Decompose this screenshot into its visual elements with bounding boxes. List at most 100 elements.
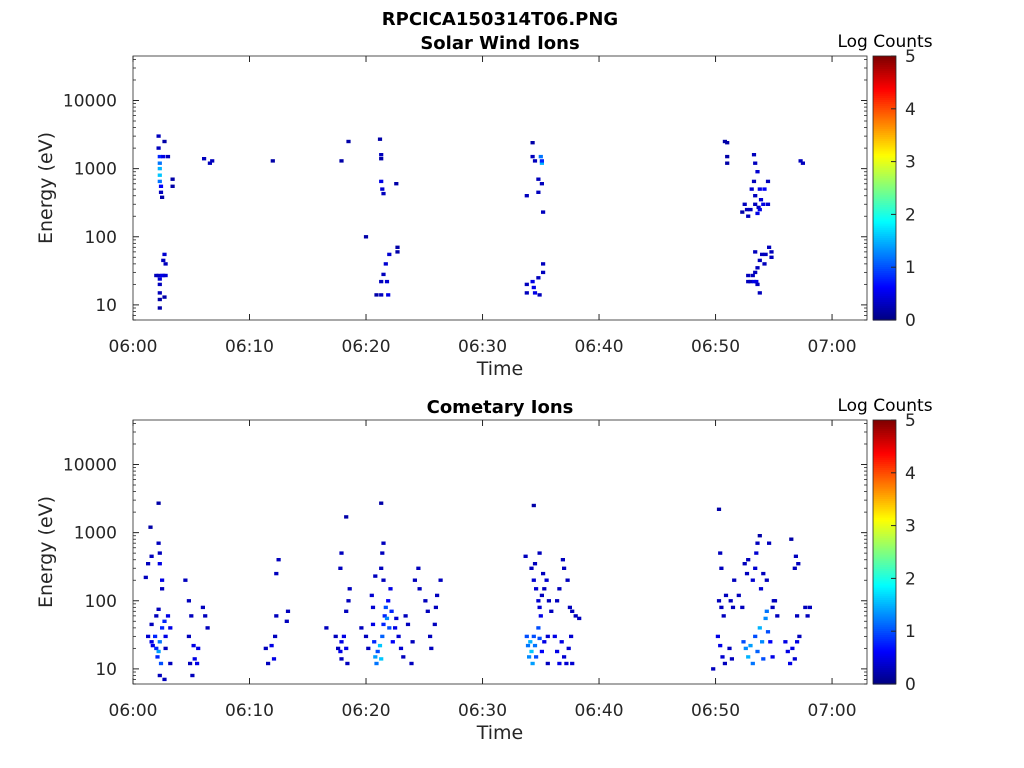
colorbar-segment [873, 455, 896, 458]
panel-solar-wind-title: Solar Wind Ions [420, 33, 579, 54]
colorbar-segment [873, 223, 896, 226]
colorbar-segment [873, 227, 896, 230]
heatmap-cell [379, 501, 384, 505]
heatmap-cell [382, 614, 387, 618]
colorbar-segment [873, 613, 896, 617]
panel-solar-wind-plot-area[interactable] [132, 55, 868, 321]
heatmap-cell [559, 640, 564, 644]
heatmap-cell [725, 154, 730, 159]
heatmap-cell [555, 649, 560, 654]
colorbar-frame [872, 55, 897, 321]
heatmap-cell [150, 643, 155, 648]
heatmap-cell [156, 607, 161, 611]
colorbar-segment [873, 142, 896, 146]
colorbar-segment [873, 202, 896, 206]
heatmap-cell [186, 634, 191, 639]
heatmap-cell [537, 551, 542, 555]
heatmap-cell [541, 571, 546, 576]
colorbar-segment [873, 276, 896, 280]
colorbar-segment [873, 661, 896, 664]
heatmap-cell [530, 279, 535, 284]
colorbar-segment [873, 473, 896, 477]
colorbar-segment [873, 587, 896, 590]
colorbar-segment [873, 239, 896, 243]
heatmap-cell [386, 293, 391, 297]
heatmap-cell [271, 657, 277, 661]
colorbar-segment [873, 183, 896, 187]
colorbar-segment [873, 58, 896, 61]
heatmap-cell [570, 661, 575, 666]
colorbar-segment [873, 644, 896, 648]
heatmap-cell [753, 161, 758, 165]
heatmap-cell [768, 640, 773, 644]
heatmap-cell [544, 578, 549, 582]
heatmap-cell [263, 646, 268, 651]
heatmap-cell [205, 626, 210, 630]
colorbar-segment [873, 512, 896, 516]
colorbar-segment [873, 436, 896, 440]
heatmap-cell [718, 551, 723, 555]
heatmap-cell [374, 661, 379, 666]
heatmap-cell [785, 649, 790, 654]
colorbar-segment [873, 86, 896, 90]
y-tick-label: 1000 [74, 524, 117, 544]
colorbar-segment [873, 72, 896, 76]
heatmap-cell [381, 272, 386, 277]
colorbar-segment [873, 179, 896, 183]
heatmap-cell [769, 250, 774, 254]
colorbar-segment [873, 578, 896, 582]
heatmap-cell [765, 179, 771, 184]
colorbar-segment [873, 502, 896, 506]
heatmap-cell [384, 279, 390, 284]
heatmap-cell [750, 578, 755, 582]
colorbar-segment [873, 519, 896, 522]
colorbar-segment [873, 618, 896, 621]
colorbar-tick-label: 2 [905, 569, 916, 589]
colorbar-segment [873, 140, 896, 144]
colorbar-tick-label: 1 [905, 622, 916, 642]
heatmap-cell [162, 295, 167, 299]
heatmap-cell [374, 293, 379, 297]
heatmap-cell [405, 622, 411, 627]
colorbar-segment [873, 646, 896, 650]
colorbar-segment [873, 494, 896, 497]
heatmap-cell [532, 159, 538, 163]
heatmap-cell [529, 649, 534, 654]
heatmap-cell [746, 655, 751, 659]
heatmap-cell [746, 214, 751, 218]
heatmap-cell [373, 574, 378, 578]
colorbar-segment [873, 591, 896, 594]
colorbar-segment [873, 632, 896, 636]
heatmap-cell [744, 207, 750, 212]
colorbar-segment [873, 258, 896, 261]
heatmap-cell [372, 640, 377, 644]
heatmap-cell [373, 655, 378, 659]
colorbar-segment [873, 74, 896, 78]
colorbar-segment [873, 268, 896, 272]
colorbar-segment [873, 76, 896, 80]
colorbar-segment [873, 161, 896, 164]
heatmap-cell [379, 657, 384, 661]
heatmap-cell [157, 297, 162, 302]
colorbar-segment [873, 570, 896, 574]
heatmap-cell [324, 626, 329, 630]
heatmap-cell [387, 252, 392, 257]
heatmap-cell [157, 291, 162, 295]
colorbar-segment [873, 564, 896, 568]
colorbar-segment [873, 132, 896, 135]
colorbar-segment [873, 444, 896, 448]
colorbar-segment [873, 181, 896, 185]
heatmap-cell [807, 605, 812, 610]
heatmap-cell [530, 141, 535, 145]
heatmap-cell [162, 252, 167, 257]
colorbar-segment [873, 552, 896, 555]
heatmap-cell [757, 626, 762, 630]
heatmap-cell [162, 139, 167, 144]
heatmap-cell [743, 646, 748, 651]
heatmap-cell [157, 154, 162, 159]
heatmap-cell [157, 277, 162, 281]
panel-cometary-plot-area[interactable] [132, 419, 868, 685]
colorbar-segment [873, 64, 896, 67]
heatmap-cell [751, 179, 757, 184]
colorbar-segment [873, 91, 896, 94]
